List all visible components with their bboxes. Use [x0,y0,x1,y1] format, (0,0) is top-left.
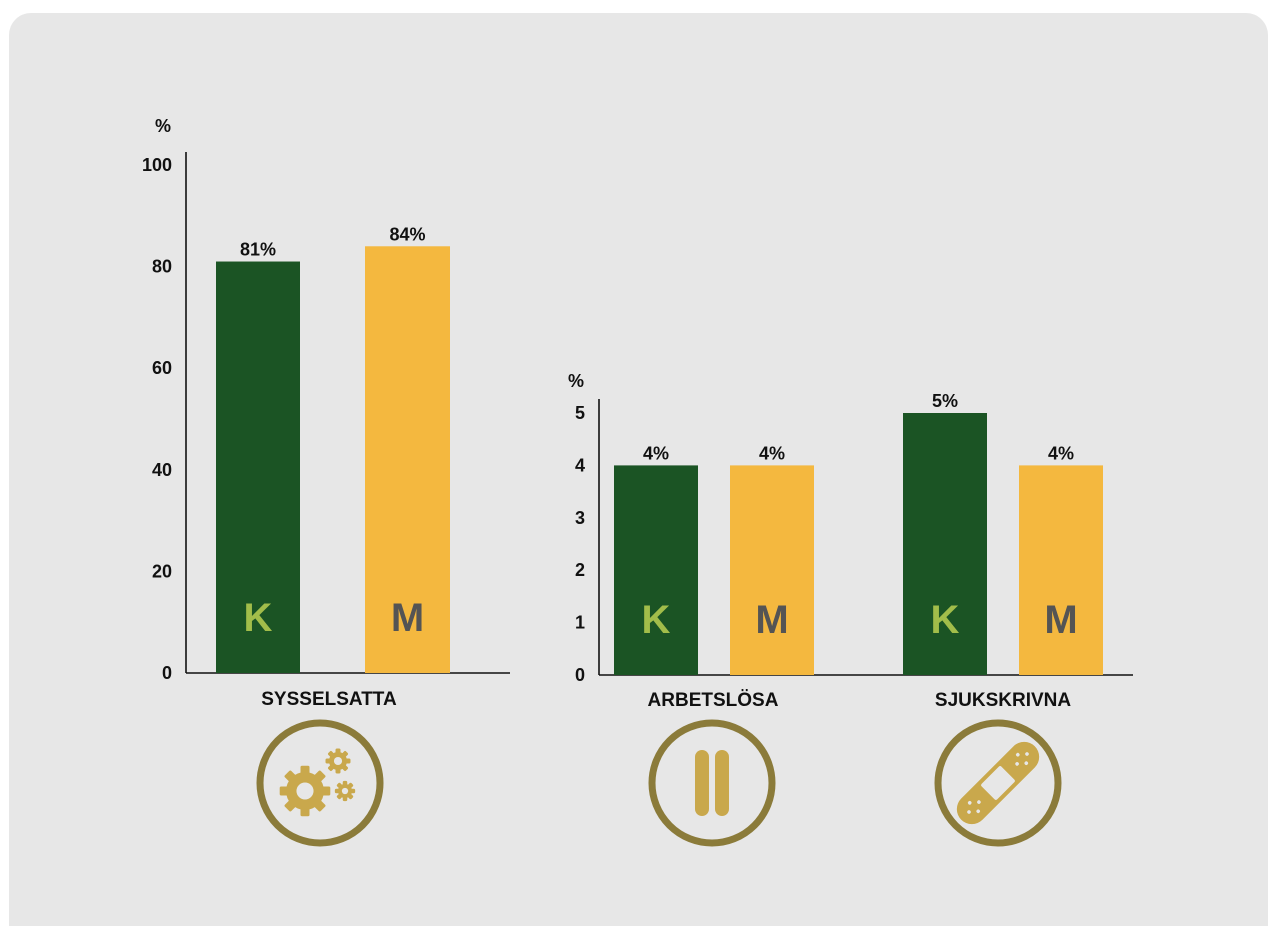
gears-icon [256,719,384,847]
icon-ring [934,719,1062,847]
data-label: 84% [389,224,425,244]
pause-bar-right [715,750,729,816]
big-gear [279,765,331,817]
bar-k [614,465,698,675]
gear-hole [341,787,349,795]
y-tick-label: 4 [575,455,585,475]
y-tick-label: 40 [152,460,172,480]
data-label: 5% [932,391,958,411]
category-label: ARBETSLÖSA [648,690,779,711]
y-unit-label: % [568,371,584,391]
pause-bar-left [695,750,709,816]
y-tick-label: 2 [575,560,585,580]
icon-ring [648,719,776,847]
gear-hole [296,782,314,800]
bandage-dot [967,810,971,814]
small-gear-top [325,748,351,774]
bar-series-letter: M [755,598,788,642]
bandage-icon [934,719,1062,847]
bar-m [1019,465,1103,675]
bandage-dot [1015,762,1019,766]
bar-series-letter: M [391,596,424,640]
category-label: SYSSELSATTA [261,689,397,710]
gear-hole [333,756,343,766]
bar-k [903,413,987,675]
data-label: 4% [759,443,785,463]
data-label: 4% [643,443,669,463]
bandage-dot [1024,761,1029,766]
chart-2: % 0 1 2 3 4 5 4% K 4% M ARBETSLÖSA 5% K 4% M SJUKSKRIVNA [568,371,1133,847]
y-tick-label: 60 [152,358,172,378]
bar-series-letter: M [1044,598,1077,642]
bandage-dot [1025,752,1029,756]
bandage-dot [976,809,981,814]
y-tick-label: 80 [152,257,172,277]
y-tick-label: 100 [142,155,172,175]
y-tick-label: 5 [575,403,585,423]
category-label: SJUKSKRIVNA [935,690,1071,711]
icon-ring [256,719,384,847]
small-gear-bottom [334,780,356,802]
bar-m [365,246,450,673]
chart-1: % 0 20 40 60 80 100 81% K 84% M SYSSELSATTA [142,116,510,847]
y-tick-label: 3 [575,508,585,528]
y-tick-label: 1 [575,613,585,633]
y-unit-label: % [155,116,171,136]
bar-series-letter: K [244,596,273,640]
pause-icon [648,719,776,847]
bandage-dot [1015,752,1020,757]
bandage-dot [977,800,981,804]
y-tick-label: 20 [152,561,172,581]
bandage-pad [981,766,1015,800]
data-label: 81% [240,240,276,260]
bar-m [730,465,814,675]
bandage-shape [956,741,1040,825]
bar-k [216,261,300,673]
y-tick-label: 0 [162,663,172,683]
bar-series-letter: K [931,598,960,642]
data-label: 4% [1048,443,1074,463]
bandage-dot [967,800,972,805]
y-tick-label: 0 [575,665,585,685]
bar-series-letter: K [642,598,671,642]
